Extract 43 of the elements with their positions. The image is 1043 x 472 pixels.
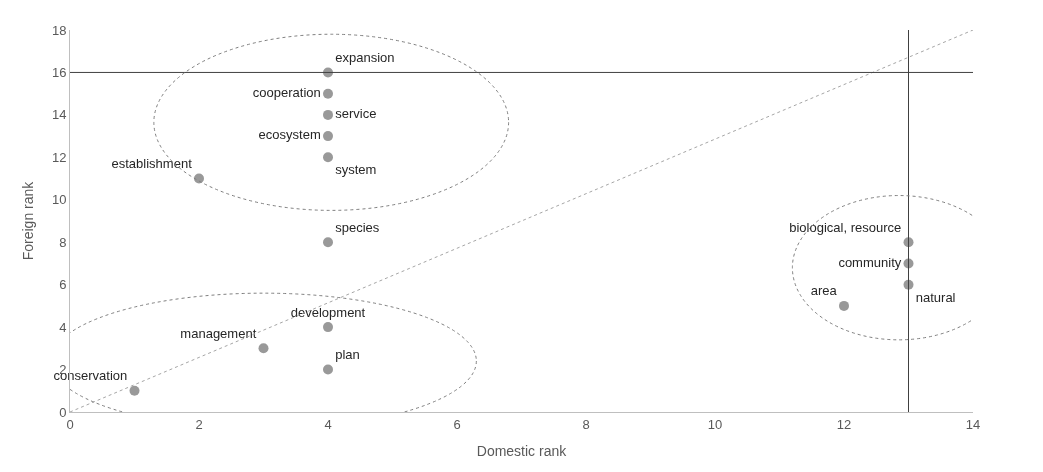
- x-tick-label: 6: [453, 416, 461, 432]
- y-tick-label: 16: [51, 64, 67, 80]
- point: [323, 152, 333, 163]
- point: [129, 385, 140, 396]
- x-tick-label: 2: [195, 416, 203, 432]
- series-label: biological, resource: [789, 219, 902, 235]
- y-tick-label: 0: [59, 404, 67, 420]
- series-label: establishment: [111, 156, 193, 172]
- series-label: ecosystem: [258, 127, 321, 143]
- series-label: expansion: [335, 49, 395, 65]
- series-label: management: [180, 325, 257, 341]
- y-axis-title: Foreign rank: [19, 180, 36, 261]
- point: [258, 343, 269, 354]
- x-tick-label: 10: [707, 416, 723, 432]
- series-label: area: [810, 283, 838, 299]
- series-label: cooperation: [252, 84, 321, 100]
- y-tick-label: 14: [51, 107, 67, 123]
- x-tick-label: 14: [965, 416, 981, 432]
- series-label: system: [335, 162, 377, 178]
- x-tick-label: 12: [836, 416, 852, 432]
- point: [323, 364, 333, 375]
- series-label: development: [290, 304, 366, 320]
- x-tick-label: 4: [324, 416, 332, 432]
- x-axis-title: Domestic rank: [476, 442, 568, 459]
- y-tick-label: 6: [59, 277, 67, 293]
- point: [323, 237, 333, 248]
- series-label: plan: [335, 347, 360, 363]
- series-label: service: [335, 106, 377, 122]
- y-tick-label: 8: [59, 234, 67, 250]
- point: [839, 300, 849, 311]
- series-label: community: [838, 254, 902, 270]
- x-tick-label: 8: [582, 416, 590, 432]
- series-label: natural: [915, 289, 956, 305]
- point: [323, 88, 333, 99]
- series-label: species: [335, 219, 380, 235]
- point: [323, 322, 333, 333]
- point: [194, 173, 204, 184]
- y-tick-label: 10: [51, 192, 67, 208]
- y-tick-label: 12: [51, 149, 67, 165]
- y-tick-label: 18: [51, 22, 67, 38]
- y-tick-label: 4: [59, 319, 67, 335]
- point: [323, 131, 333, 142]
- point: [323, 109, 333, 120]
